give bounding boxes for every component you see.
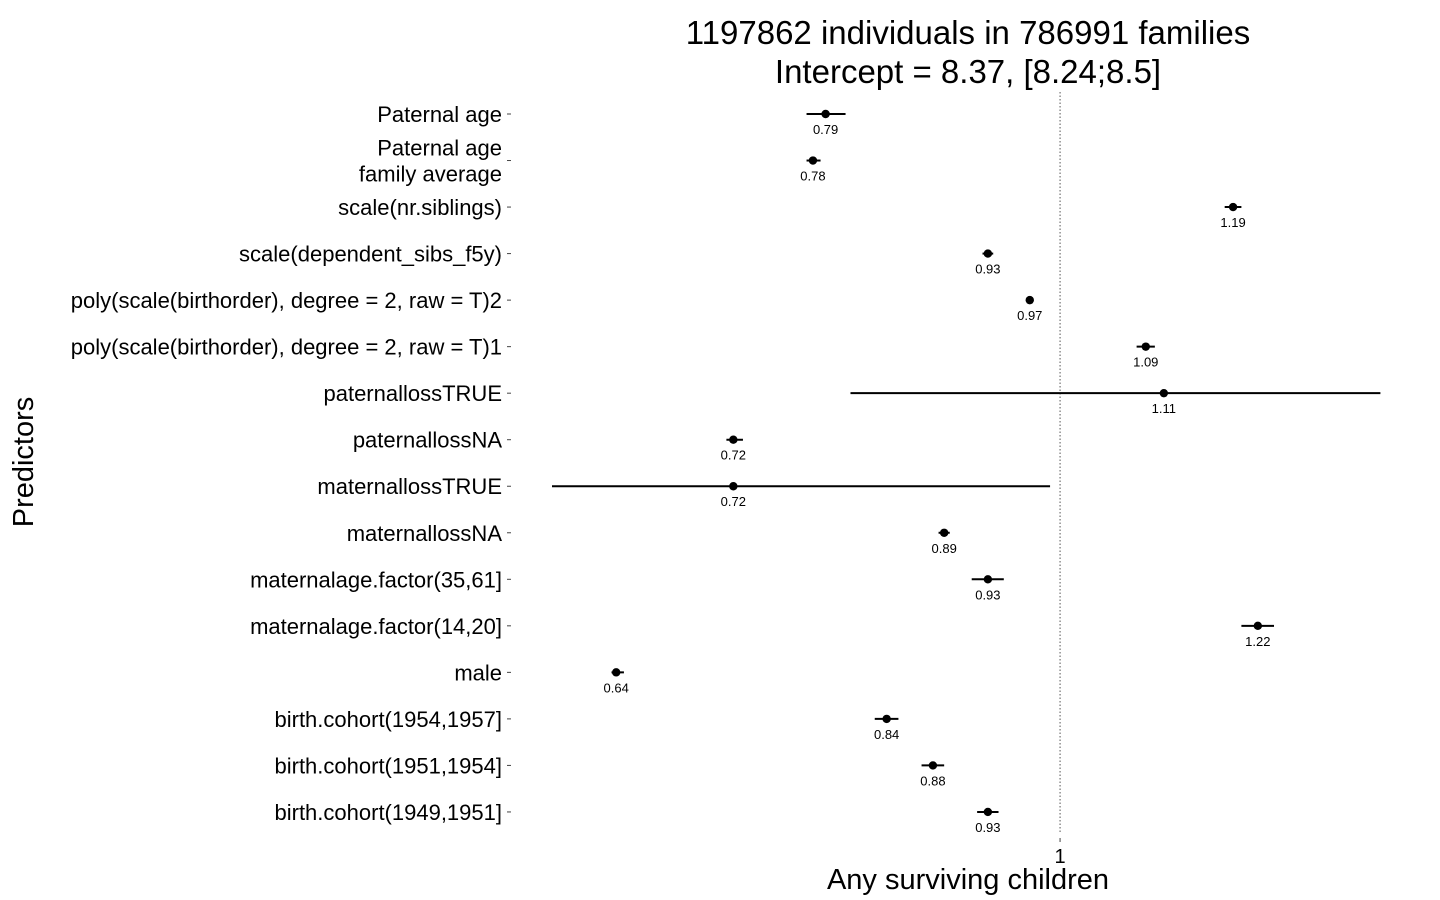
predictor-row: paternallossNA 0.72: [353, 428, 746, 463]
predictor-row: birth.cohort(1949,1951] 0.93: [275, 800, 1001, 835]
y-tick-label: family average: [359, 162, 502, 187]
y-tick-label: maternalage.factor(14,20]: [250, 614, 502, 639]
estimate-point: [729, 435, 738, 444]
y-tick-label: birth.cohort(1954,1957]: [275, 707, 503, 732]
y-tick-label: male: [454, 660, 502, 685]
value-label: 0.93: [975, 820, 1000, 835]
predictor-row: paternallossTRUE 1.11: [323, 381, 1381, 416]
estimate-point: [882, 714, 891, 724]
value-label: 0.84: [874, 727, 899, 742]
y-tick-label: scale(dependent_sibs_f5y): [239, 242, 502, 267]
chart-title: 1197862 individuals in 786991 familiesIn…: [686, 14, 1250, 90]
estimate-point: [983, 249, 993, 258]
value-label: 0.93: [975, 587, 1000, 602]
estimate-point: [939, 528, 949, 537]
value-label: 1.19: [1220, 215, 1245, 230]
y-tick-label: birth.cohort(1951,1954]: [275, 753, 503, 778]
estimate-point: [611, 668, 621, 677]
value-label: 0.72: [721, 494, 746, 509]
predictor-row: maternalage.factor(14,20] 1.22: [250, 614, 1275, 649]
y-tick-label: poly(scale(birthorder), degree = 2, raw …: [71, 288, 502, 313]
predictor-row: scale(dependent_sibs_f5y) 0.93: [239, 242, 1000, 277]
predictor-row: Paternal age 0.79: [377, 102, 846, 137]
value-label: 0.78: [800, 169, 825, 184]
estimate-point: [729, 482, 738, 491]
y-tick-label: maternallossNA: [347, 521, 503, 546]
value-label: 0.79: [813, 122, 838, 137]
y-tick-label: scale(nr.siblings): [338, 195, 502, 220]
y-tick-label: birth.cohort(1949,1951]: [275, 800, 503, 825]
predictor-row: maternalage.factor(35,61] 0.93: [250, 567, 1004, 602]
estimate-point: [928, 761, 938, 770]
predictor-row: poly(scale(birthorder), degree = 2, raw …: [71, 288, 1043, 323]
predictor-row: maternallossNA 0.89: [347, 521, 957, 556]
y-tick-label: maternalage.factor(35,61]: [250, 567, 502, 592]
value-label: 0.93: [975, 262, 1000, 277]
estimate-point: [808, 156, 818, 165]
x-axis-title: Any surviving children: [827, 864, 1109, 896]
predictor-row: birth.cohort(1954,1957] 0.84: [275, 707, 900, 742]
value-label: 0.64: [604, 680, 629, 695]
predictor-row: maternallossTRUE 0.72: [317, 474, 1051, 509]
estimate-point: [1025, 295, 1034, 305]
value-label: 0.88: [920, 773, 945, 788]
predictor-row: male 0.64: [454, 660, 629, 695]
value-label: 1.09: [1133, 355, 1158, 370]
chart-title-line: 1197862 individuals in 786991 families: [686, 14, 1250, 51]
estimate-point: [983, 575, 993, 584]
y-tick-label: maternallossTRUE: [317, 474, 502, 499]
estimate-point: [1253, 621, 1263, 631]
estimate-point: [1159, 388, 1169, 398]
y-tick-label: paternallossNA: [353, 428, 503, 453]
predictor-row: poly(scale(birthorder), degree = 2, raw …: [71, 335, 1159, 370]
value-label: 0.89: [932, 541, 957, 556]
y-tick-label: poly(scale(birthorder), degree = 2, raw …: [71, 335, 502, 360]
y-tick-label: Paternal age: [377, 136, 502, 161]
x-axis: 1: [1054, 838, 1066, 868]
estimate-point: [1141, 342, 1150, 351]
y-tick-label: Paternal age: [377, 102, 502, 127]
predictor-row: scale(nr.siblings) 1.19: [338, 195, 1246, 230]
x-tick-label: 1: [1054, 846, 1065, 868]
chart-title-line: Intercept = 8.37, [8.24;8.5]: [775, 53, 1161, 90]
y-axis-title: Predictors: [8, 397, 40, 528]
value-label: 1.11: [1152, 401, 1176, 416]
value-label: 1.22: [1245, 634, 1270, 649]
y-tick-label: paternallossTRUE: [323, 381, 502, 406]
estimate-point: [821, 109, 830, 119]
estimate-point: [1228, 202, 1238, 212]
estimate-point: [983, 807, 993, 817]
value-label: 0.72: [721, 448, 746, 463]
predictor-row: birth.cohort(1951,1954] 0.88: [275, 753, 946, 788]
value-label: 0.97: [1017, 308, 1042, 323]
